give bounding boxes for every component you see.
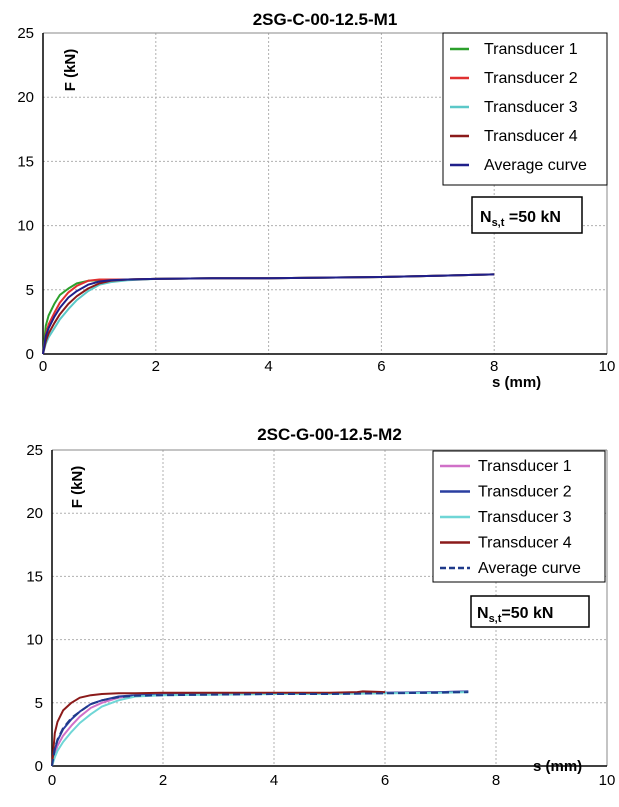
series-line-4 bbox=[51, 690, 386, 767]
y-tick-label: 10 bbox=[17, 218, 34, 235]
legend-entry-label: Average curve bbox=[484, 157, 587, 174]
legend-entry-label: Transducer 3 bbox=[478, 509, 572, 526]
y-axis-label: F (kN) bbox=[62, 49, 79, 92]
x-tick-label: 2 bbox=[152, 358, 160, 375]
legend-entry-label: Transducer 3 bbox=[484, 99, 578, 116]
y-tick-label: 20 bbox=[17, 89, 34, 106]
annotation: Ns,t=50 kN bbox=[470, 595, 590, 628]
annotation-text: Ns,t=50 kN bbox=[477, 605, 553, 625]
x-tick-label: 8 bbox=[490, 358, 498, 375]
series-line-5 bbox=[42, 273, 495, 355]
y-axis-label: F (kN) bbox=[69, 466, 86, 509]
x-tick-label: 4 bbox=[264, 358, 272, 375]
x-tick-label: 4 bbox=[270, 772, 278, 789]
legend-box bbox=[442, 32, 608, 186]
legend: Transducer 1 Transducer 2 Transducer 3 Tran… bbox=[432, 450, 606, 583]
y-tick-label: 5 bbox=[26, 282, 34, 299]
legend-entry-label: Transducer 1 bbox=[484, 41, 578, 58]
x-tick-label: 2 bbox=[159, 772, 167, 789]
annotation-box bbox=[470, 595, 590, 628]
y-tick-label: 15 bbox=[17, 153, 34, 170]
x-tick-label: 0 bbox=[48, 772, 56, 789]
y-tick-label: 25 bbox=[26, 442, 43, 459]
y-tick-label: 0 bbox=[35, 758, 43, 775]
x-axis-label: s (mm) bbox=[492, 374, 541, 391]
chart-panel-1: 2SG-C-00-12.5-M1 0 5 10 15 20 25 0 2 4 6 8 10 F (kN) s… bbox=[17, 10, 615, 391]
legend-entry-label: Transducer 4 bbox=[484, 128, 578, 145]
chart-panel-2: 2SC-G-00-12.5-M2 0 5 10 15 20 25 0 2 4 6 8 10 F (kN) s… bbox=[26, 425, 615, 789]
series-line-5 bbox=[51, 691, 469, 767]
y-tick-label: 5 bbox=[35, 695, 43, 712]
legend-entry-label: Transducer 1 bbox=[478, 458, 572, 475]
legend-entry-label: Average curve bbox=[478, 560, 581, 577]
x-axis-label: s (mm) bbox=[533, 758, 582, 775]
y-tick-label: 15 bbox=[26, 568, 43, 585]
annotation-box bbox=[471, 196, 583, 234]
y-tick-label: 25 bbox=[17, 25, 34, 42]
legend-entry-label: Transducer 2 bbox=[478, 484, 572, 501]
x-tick-label: 6 bbox=[381, 772, 389, 789]
x-tick-label: 10 bbox=[599, 358, 616, 375]
y-tick-label: 10 bbox=[26, 632, 43, 649]
x-tick-label: 6 bbox=[377, 358, 385, 375]
legend: Transducer 1 Transducer 2 Transducer 3 Tran… bbox=[442, 32, 608, 186]
annotation-text: Ns,t =50 kN bbox=[480, 209, 561, 229]
chart-title: 2SC-G-00-12.5-M2 bbox=[257, 425, 402, 444]
legend-entry-label: Transducer 4 bbox=[478, 535, 572, 552]
y-tick-label: 0 bbox=[26, 346, 34, 363]
x-tick-label: 10 bbox=[599, 772, 616, 789]
y-tick-label: 20 bbox=[26, 505, 43, 522]
x-tick-label: 8 bbox=[492, 772, 500, 789]
x-tick-label: 0 bbox=[39, 358, 47, 375]
annotation: Ns,t =50 kN bbox=[471, 196, 583, 234]
chart-title: 2SG-C-00-12.5-M1 bbox=[253, 10, 398, 29]
legend-entry-label: Transducer 2 bbox=[484, 70, 578, 87]
